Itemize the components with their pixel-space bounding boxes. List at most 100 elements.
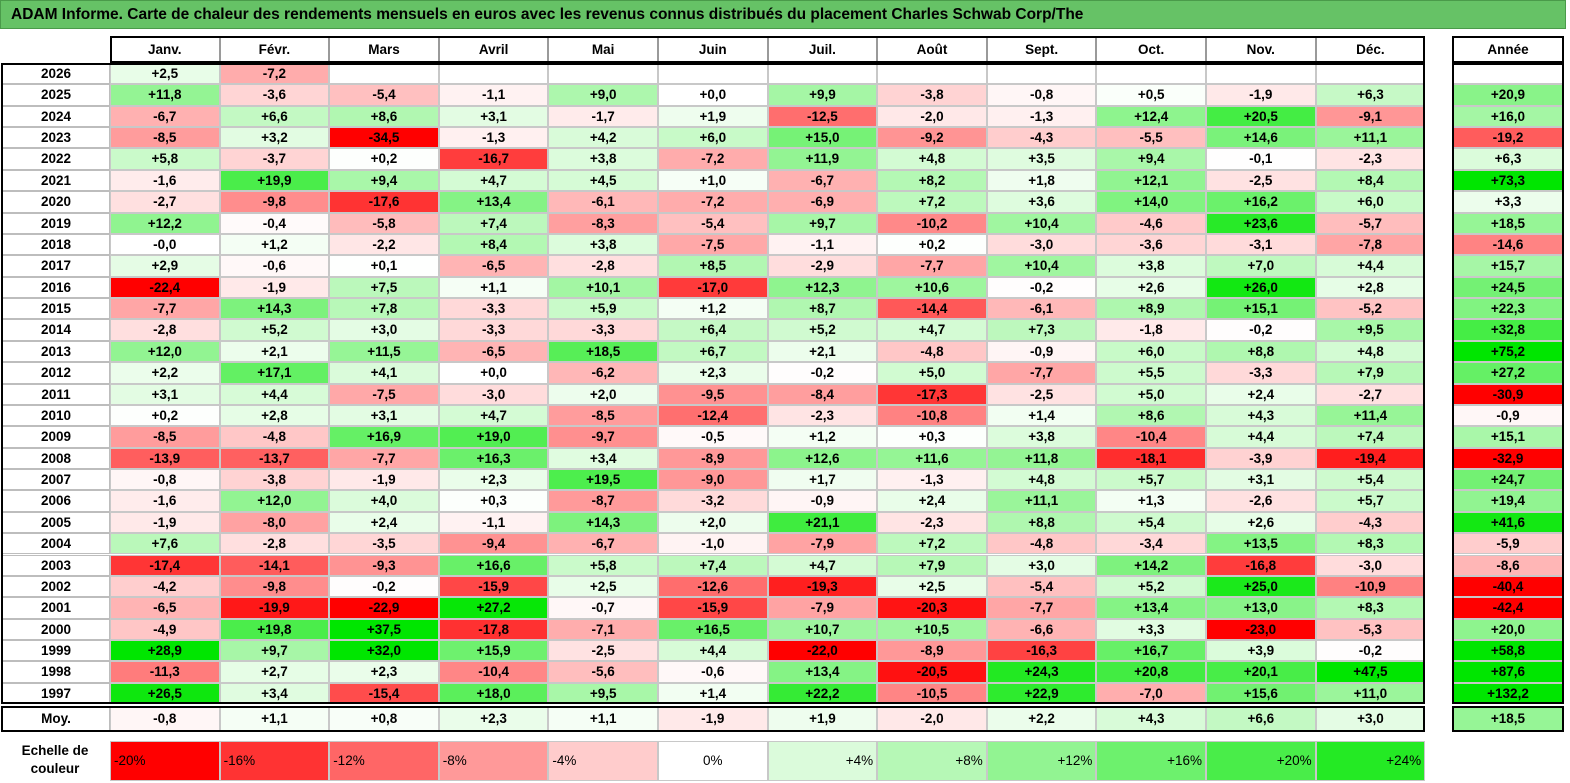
heat-cell: +3,2 (219, 127, 330, 149)
heat-cell: +8,4 (1315, 169, 1426, 192)
heat-cell: +5,4 (1315, 469, 1426, 491)
heat-cell: +7,9 (1315, 362, 1426, 384)
heat-cell: -17,3 (877, 383, 987, 405)
color-scale-step: +16% (1096, 741, 1206, 781)
heat-cell: +5,2 (219, 319, 330, 341)
heat-cell: +3,5 (986, 148, 1097, 170)
heat-cell: +1,2 (219, 233, 330, 256)
month-header: Avril (438, 36, 549, 63)
heat-cell: -0,5 (658, 426, 768, 448)
heat-cell: -1,3 (877, 469, 987, 491)
heat-cell: +27,2 (438, 597, 549, 619)
heat-cell: -7,8 (1315, 233, 1426, 256)
annual-cell: +27,2 (1452, 362, 1564, 384)
heat-cell: +37,5 (329, 618, 439, 640)
year-label: 2005 (2, 511, 110, 534)
heat-cell: -0,6 (658, 661, 768, 683)
heat-cell: -1,0 (658, 533, 768, 555)
heat-cell: +7,8 (329, 298, 439, 320)
heat-cell: -1,1 (767, 233, 878, 256)
heat-cell: -2,5 (548, 639, 658, 662)
heat-cell: -3,7 (219, 148, 330, 170)
year-label: 2010 (2, 404, 110, 427)
heat-cell: +4,7 (877, 319, 987, 341)
heat-cell: +8,6 (329, 105, 439, 128)
year-label: 1997 (2, 682, 110, 705)
year-label: 2013 (2, 340, 110, 363)
heat-cell: +20,5 (1206, 105, 1316, 128)
heat-cell: +9,7 (767, 212, 878, 234)
heat-cell: -3,1 (1206, 233, 1316, 256)
year-label: 2018 (2, 233, 110, 256)
heat-cell: +5,8 (548, 554, 658, 576)
heat-cell: +4,5 (548, 169, 658, 192)
heat-cell: +8,4 (438, 233, 549, 256)
heat-cell: +10,4 (986, 212, 1097, 234)
annual-cell: -0,9 (1452, 404, 1564, 427)
heat-cell: +9,9 (767, 84, 878, 106)
heat-cell: -15,9 (658, 597, 768, 619)
heat-cell: +3,1 (1206, 469, 1316, 491)
heat-cell: +2,0 (548, 383, 658, 405)
heat-cell: -17,6 (329, 191, 439, 213)
heat-cell: +20,8 (1096, 661, 1206, 683)
heat-cell: -34,5 (329, 127, 439, 149)
heat-cell: +2,8 (219, 404, 330, 427)
heat-cell: +4,3 (1206, 404, 1316, 427)
heat-cell: -6,5 (438, 255, 549, 277)
heat-cell: +1,2 (658, 298, 768, 320)
heat-cell: +16,5 (658, 618, 768, 640)
annual-cell: -19,2 (1452, 127, 1564, 149)
heat-cell: +3,8 (548, 233, 658, 256)
heat-cell: -4,8 (219, 426, 330, 448)
heat-cell: -1,1 (438, 511, 549, 534)
annual-cell: +41,6 (1452, 511, 1564, 534)
color-scale-step: -12% (329, 741, 439, 781)
heat-cell: +10,5 (877, 618, 987, 640)
heat-cell: +0,1 (329, 255, 439, 277)
heat-cell: +11,9 (767, 148, 878, 170)
heat-cell: -5,3 (1315, 618, 1426, 640)
heat-cell: -0,2 (986, 276, 1097, 299)
heat-cell: +14,3 (219, 298, 330, 320)
heat-cell: -1,1 (438, 84, 549, 106)
heat-cell: +22,2 (767, 682, 878, 705)
heat-cell: -9,8 (219, 191, 330, 213)
year-label: 2015 (2, 298, 110, 320)
heat-cell: -0,6 (219, 255, 330, 277)
heat-cell: +2,2 (110, 362, 220, 384)
heat-cell: +2,4 (1206, 383, 1316, 405)
year-label: 2002 (2, 575, 110, 598)
average-cell: +6,6 (1206, 706, 1316, 732)
heat-cell: +9,0 (548, 84, 658, 106)
year-label: 2003 (2, 554, 110, 576)
heat-cell: +11,4 (1315, 404, 1426, 427)
heat-cell: +4,1 (329, 362, 439, 384)
heat-cell: -1,6 (110, 169, 220, 192)
month-header: Mars (329, 36, 439, 63)
annual-cell: +32,8 (1452, 319, 1564, 341)
heat-cell: +8,3 (1315, 533, 1426, 555)
heat-cell: +5,0 (1096, 383, 1206, 405)
heat-cell: -9,3 (329, 554, 439, 576)
heat-cell: -12,4 (658, 404, 768, 427)
heat-cell: +1,7 (767, 469, 878, 491)
annual-cell: +87,6 (1452, 661, 1564, 683)
heat-cell: -9,8 (219, 575, 330, 598)
year-label: 2014 (2, 319, 110, 341)
heat-cell: -6,5 (110, 597, 220, 619)
year-label: 2020 (2, 191, 110, 213)
month-header: Mai (548, 36, 658, 63)
heat-cell: -1,9 (219, 276, 330, 299)
heat-cell: -5,2 (1315, 298, 1426, 320)
heat-cell: +6,7 (658, 340, 768, 363)
annual-cell: +24,7 (1452, 469, 1564, 491)
heat-cell: +20,1 (1206, 661, 1316, 683)
average-cell: +0,8 (329, 706, 439, 732)
heat-cell: -4,3 (1315, 511, 1426, 534)
heat-cell: +3,1 (438, 105, 549, 128)
heat-cell: +3,3 (1096, 618, 1206, 640)
heat-cell: -2,3 (877, 511, 987, 534)
heat-cell: -7,5 (329, 383, 439, 405)
heat-cell: +28,9 (110, 639, 220, 662)
